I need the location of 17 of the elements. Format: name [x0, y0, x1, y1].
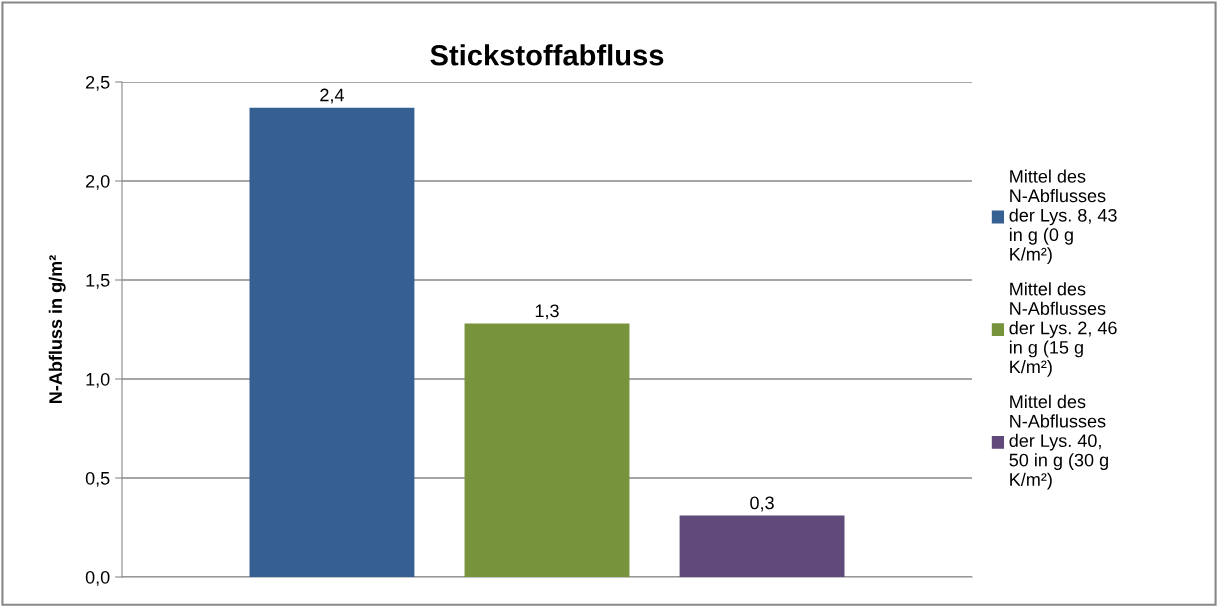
legend-label: Mittel des N-Abflusses der Lys. 40, 50 in g (30 g K/m²) — [1009, 394, 1108, 490]
y-tick-label: 0,0 — [85, 570, 110, 586]
bar — [679, 515, 845, 577]
bar — [464, 323, 630, 577]
legend-label: Mittel des N-Abflusses der Lys. 2, 46 in g (15 g K/m²) — [1009, 282, 1117, 377]
data-label: 1,3 — [535, 304, 559, 320]
y-axis-title: N-Abfluss in g/m² — [48, 255, 66, 404]
y-tick-label: 1,5 — [86, 274, 110, 289]
y-tick-label: 2,0 — [86, 174, 110, 190]
y-tick-label: 1,0 — [86, 372, 110, 388]
y-tick-label: 0,5 — [85, 471, 110, 487]
bar — [249, 107, 415, 577]
legend-label: Mittel des N-Abflusses der Lys. 8, 43 in g (0 g K/m²) — [1009, 169, 1117, 265]
data-label: 2,4 — [320, 88, 344, 104]
chart-title: Stickstoffabfluss — [430, 44, 664, 66]
data-label: 0,3 — [750, 496, 774, 512]
y-tick-label: 2,5 — [86, 75, 110, 91]
